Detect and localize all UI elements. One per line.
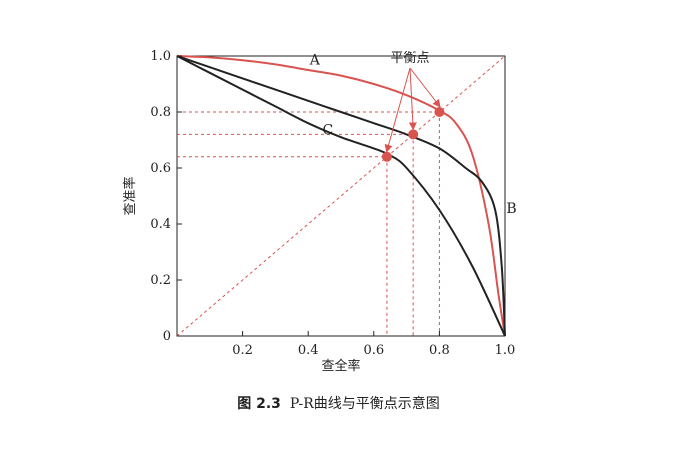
y-tick-label: 0 (163, 329, 171, 344)
break-even-point-c (381, 151, 392, 162)
y-tick-label: 0.2 (150, 273, 171, 288)
annotation-arrow-b (408, 67, 417, 131)
plot-frame (176, 55, 506, 337)
x-axis-label: 查全率 (321, 358, 360, 374)
x-tick-label: 1.0 (495, 343, 516, 358)
annotation-arrow-a (409, 67, 441, 108)
y-tick-label: 1.0 (150, 49, 171, 64)
y-tick-label: 0.8 (150, 105, 171, 120)
curve-c (176, 55, 506, 337)
y-axis-label: 查准率 (122, 176, 138, 215)
curve-label-a: A (309, 52, 321, 68)
curve-label-c: C (323, 122, 334, 138)
figure-caption: 图 2.3 P-R曲线与平衡点示意图 (0, 393, 677, 413)
x-tick-label: 0.4 (298, 343, 319, 358)
x-tick-label: 0.6 (363, 343, 384, 358)
break-even-annotation: 平衡点 (390, 51, 429, 66)
x-tick-label: 0.2 (232, 343, 253, 358)
y-tick-label: 0.4 (150, 217, 171, 232)
curve-label-b: B (506, 201, 516, 217)
break-even-point-b (408, 129, 419, 140)
diagonal-line (176, 55, 506, 337)
figure-number: 图 2.3 (237, 396, 281, 412)
y-tick-label: 0.6 (150, 161, 171, 176)
x-tick-label: 0.8 (429, 343, 450, 358)
curve-a (176, 55, 506, 337)
break-even-point-a (434, 107, 445, 117)
annotation-arrow-c (384, 67, 411, 153)
figure-title: P-R曲线与平衡点示意图 (289, 396, 440, 412)
curve-b (176, 55, 506, 337)
